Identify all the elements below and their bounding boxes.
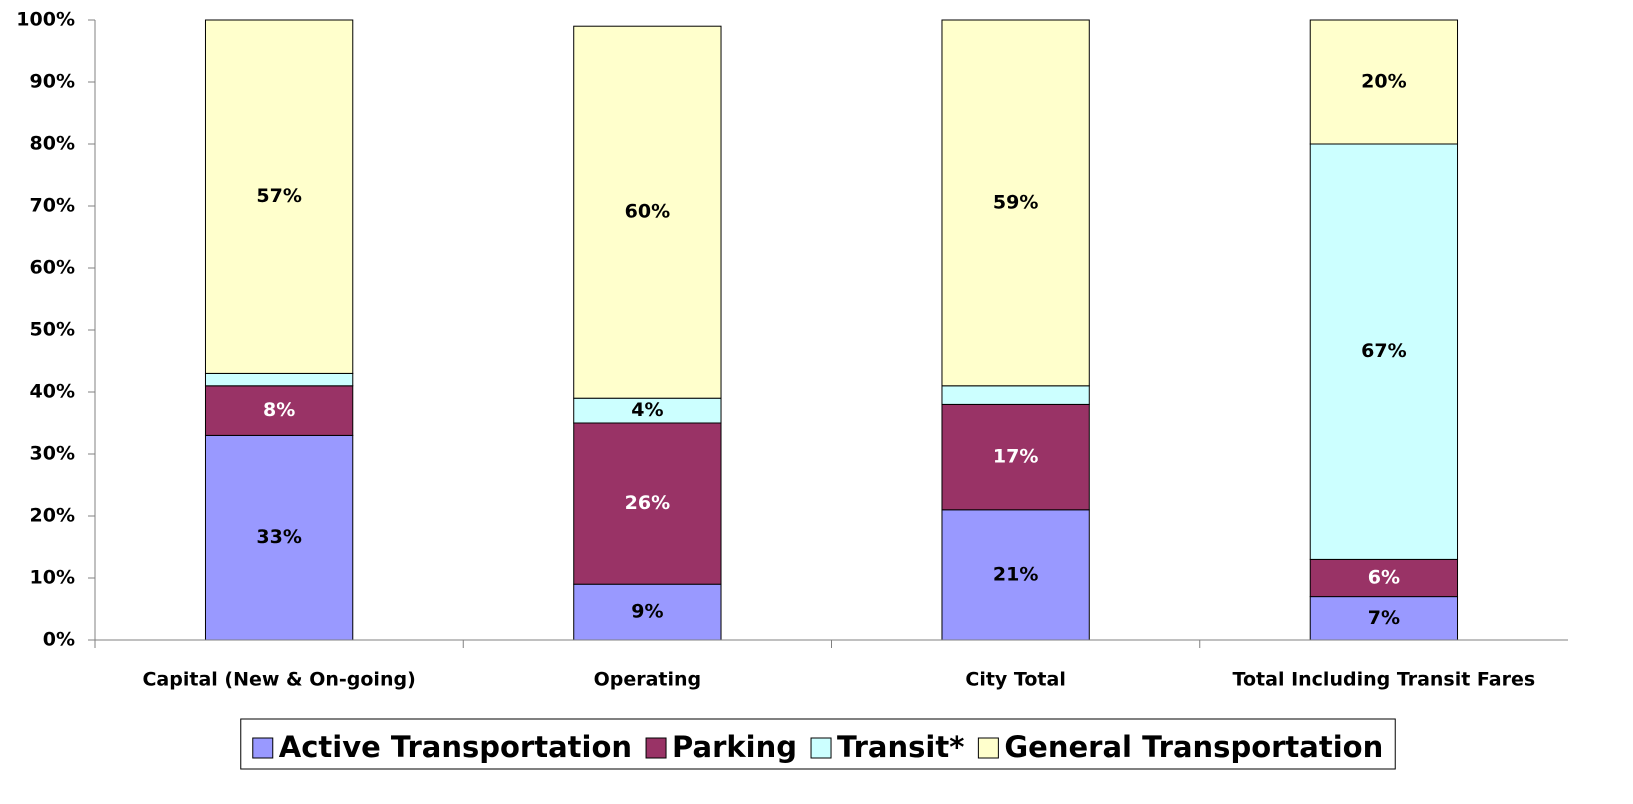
y-tick-label: 40% [30,381,75,403]
value-label: 6% [1368,567,1400,589]
legend-swatch [645,737,667,759]
legend-swatch [252,737,274,759]
x-tick-label: Capital (New & On-going) [142,669,415,691]
bar-segment [1309,596,1459,641]
y-tick-label: 30% [30,443,75,465]
y-tick-label: 100% [16,9,75,31]
bar-segment [941,403,1090,511]
y-tick-label: 10% [30,567,75,589]
value-label: 17% [993,446,1038,468]
value-label: 60% [625,201,670,223]
value-label: 59% [993,191,1038,213]
y-tick-label: 80% [30,133,75,155]
x-tick-label: Total Including Transit Fares [1233,669,1536,691]
x-tick-label: City Total [965,669,1065,691]
legend: Active Transportation Parking Transit* Gene… [240,718,1396,770]
value-label: 21% [993,563,1038,585]
legend-swatch [977,737,999,759]
legend-label: Active Transportation [279,730,632,764]
value-label: 4% [631,399,663,421]
y-tick-label: 60% [30,257,75,279]
value-label: 8% [263,399,295,421]
bar-segment [573,25,722,399]
bar-segment [941,509,1090,641]
y-tick-label: 70% [30,195,75,217]
legend-label: General Transportation [1004,730,1383,764]
y-tick-label: 90% [30,71,75,93]
bar-segment [573,397,722,424]
bar-segment [204,372,354,387]
bar-segment [1309,143,1459,560]
value-label: 67% [1361,340,1406,362]
value-label: 33% [256,526,301,548]
value-label: 20% [1361,71,1406,93]
value-label: 26% [625,492,670,514]
bar-segment [941,385,1090,405]
y-tick-label: 20% [30,505,75,527]
bar-segment [204,19,354,374]
bar-segment [941,19,1090,387]
y-tick-label: 0% [43,629,75,651]
legend-label: Transit* [837,730,964,764]
bar-segment [1309,558,1459,598]
x-tick-label: Operating [594,669,702,691]
bar-segment [204,434,354,641]
value-label: 7% [1368,607,1400,629]
legend-label: Parking [672,730,797,764]
value-label: 9% [631,601,663,623]
y-tick-label: 50% [30,319,75,341]
bar-segment [573,422,722,585]
bar-segment [1309,19,1459,145]
legend-swatch [810,737,832,759]
value-label: 57% [256,185,301,207]
